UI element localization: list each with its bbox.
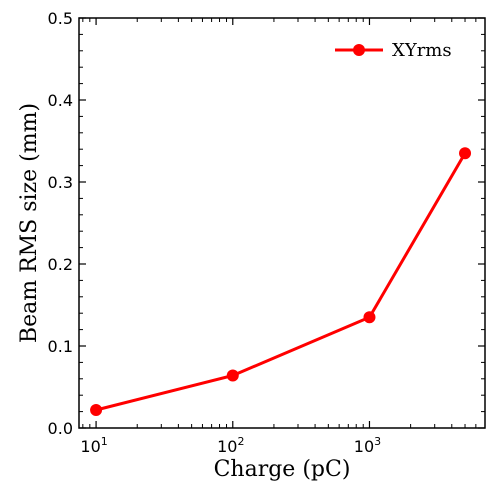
y-tick-label: 0.4 (48, 91, 73, 110)
x-tick-label: 101 (80, 435, 107, 456)
y-tick-label: 0.5 (48, 9, 73, 28)
data-point (90, 403, 103, 416)
series-layer (90, 147, 472, 416)
legend-marker (353, 44, 365, 56)
x-tick-label-base: 10 (80, 437, 100, 456)
x-tick-label-exponent: 1 (101, 435, 108, 448)
data-point (459, 147, 472, 160)
y-tick-label: 0.2 (48, 255, 73, 274)
x-axis-title: Charge (pC) (214, 457, 351, 482)
series-line-0 (95, 152, 467, 412)
y-tick-label: 0.1 (48, 337, 73, 356)
data-point (363, 311, 376, 324)
x-tick-label: 102 (217, 435, 244, 456)
y-tick-label: 0.0 (48, 419, 73, 438)
x-tick-label-base: 10 (217, 437, 237, 456)
legend-label: XYrms (392, 40, 452, 61)
plot-frame (78, 17, 486, 429)
x-tick-label-base: 10 (354, 437, 374, 456)
y-tick-label: 0.3 (48, 173, 73, 192)
y-axis-title: Beam RMS size (mm) (17, 103, 42, 343)
x-tick-label-exponent: 3 (374, 435, 381, 448)
x-tick-label: 103 (354, 435, 381, 456)
x-tick-label-exponent: 2 (237, 435, 244, 448)
legend: XYrms (335, 40, 452, 61)
data-point (226, 369, 239, 382)
